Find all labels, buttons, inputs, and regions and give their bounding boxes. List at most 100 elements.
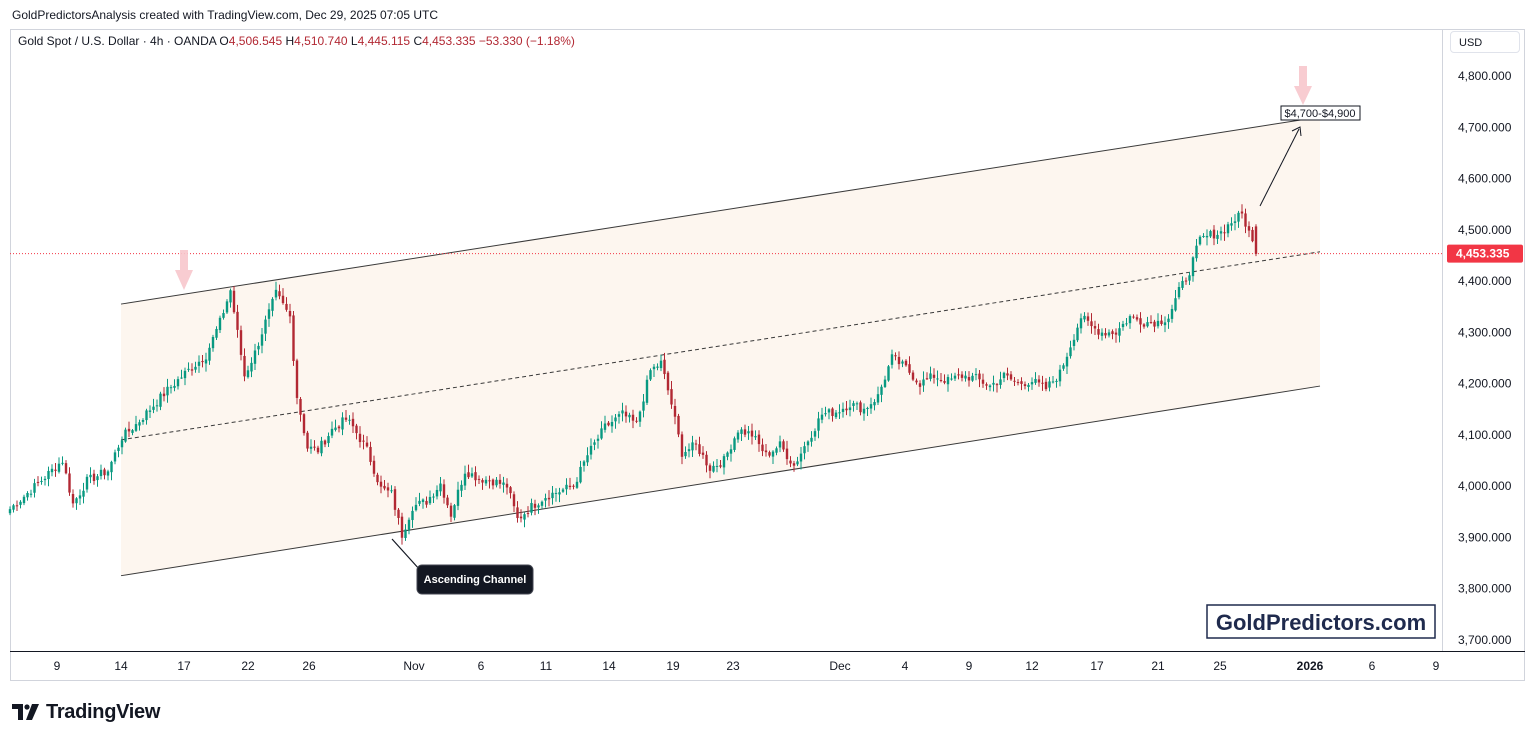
candle-body — [600, 428, 603, 439]
time-tick-label: 25 — [1213, 659, 1227, 673]
candle — [516, 501, 519, 523]
candle — [603, 415, 607, 433]
candle — [537, 503, 540, 514]
candle — [166, 378, 169, 403]
candle-body — [733, 438, 736, 450]
time-tick-label: 6 — [1369, 659, 1376, 673]
candle — [680, 431, 684, 465]
candle-body — [1202, 235, 1205, 237]
candle — [306, 430, 309, 452]
candle-body — [404, 529, 407, 538]
candle — [544, 493, 547, 508]
candle-body — [950, 378, 953, 380]
candle-body — [971, 375, 974, 381]
candle — [201, 355, 204, 368]
candle — [1006, 367, 1009, 381]
candle-body — [1125, 323, 1128, 325]
candle — [120, 436, 124, 455]
candle-body — [722, 456, 726, 468]
candle — [950, 373, 953, 381]
candle-body — [603, 423, 607, 430]
candle-body — [1174, 298, 1177, 311]
candle — [841, 402, 845, 418]
candle-body — [705, 454, 708, 466]
candle — [134, 415, 138, 432]
candle-body — [1132, 316, 1135, 318]
candle — [330, 421, 334, 439]
candle — [418, 492, 421, 507]
candle-body — [232, 290, 236, 313]
candle — [761, 438, 764, 457]
candle — [509, 485, 512, 499]
legend-open: 4,506.545 — [228, 34, 283, 48]
candle — [694, 439, 698, 451]
candle — [449, 502, 453, 523]
candle-body — [1212, 229, 1216, 239]
candle — [348, 415, 351, 425]
candle — [187, 362, 190, 372]
time-tick-label: 22 — [241, 659, 255, 673]
candle — [834, 409, 838, 420]
candle-body — [299, 398, 302, 415]
candle-body — [341, 417, 344, 430]
candle — [666, 370, 670, 395]
candle-body — [995, 384, 999, 386]
candle-body — [274, 289, 278, 298]
candle-body — [1093, 326, 1097, 329]
candle — [103, 467, 106, 480]
candle-body — [498, 479, 502, 484]
candle-body — [519, 516, 523, 519]
candle — [1156, 313, 1160, 329]
candle-body — [194, 366, 197, 370]
candle-body — [71, 494, 75, 504]
candle-body — [1240, 211, 1244, 214]
candle-body — [218, 317, 222, 331]
candle-body — [593, 442, 596, 445]
candle-body — [936, 378, 939, 380]
candle-body — [491, 479, 495, 486]
price-tick-label: 4,000.000 — [1458, 479, 1512, 493]
candle-body — [516, 507, 519, 519]
time-tick-label: 9 — [1433, 659, 1440, 673]
candle — [880, 384, 883, 403]
candle — [1051, 376, 1055, 384]
time-tick-label: 21 — [1151, 659, 1165, 673]
candle — [376, 472, 379, 486]
candle-body — [638, 411, 642, 422]
candle — [351, 412, 355, 433]
candle — [40, 476, 43, 485]
candle-body — [78, 495, 82, 499]
candle-body — [309, 446, 313, 449]
candle — [1111, 329, 1114, 340]
candle — [1226, 221, 1230, 238]
candle-body — [1030, 382, 1034, 385]
candle — [551, 485, 554, 505]
candle-body — [915, 380, 918, 383]
time-tick-label: 12 — [1025, 659, 1039, 673]
tradingview-logo[interactable]: TradingView — [12, 700, 160, 724]
candle — [943, 374, 946, 385]
candle — [1009, 371, 1013, 381]
currency-button[interactable]: USD — [1450, 31, 1520, 53]
candle — [288, 303, 292, 324]
candle — [68, 467, 71, 496]
candle-body — [442, 484, 446, 498]
candle-body — [883, 379, 887, 387]
candle-body — [544, 498, 547, 501]
candle-body — [400, 516, 404, 538]
candle — [113, 449, 117, 465]
candle — [645, 375, 649, 405]
candle — [260, 327, 264, 354]
candle — [1237, 210, 1240, 228]
candle — [456, 481, 460, 511]
candle-body — [36, 481, 40, 483]
candle — [1139, 312, 1142, 333]
candle-body — [1142, 324, 1146, 327]
candle — [194, 361, 197, 373]
candle-body — [334, 427, 337, 430]
channel-callout-pointer — [391, 538, 421, 571]
candle — [344, 409, 348, 423]
candle — [1174, 290, 1177, 312]
candle-body — [502, 482, 505, 485]
